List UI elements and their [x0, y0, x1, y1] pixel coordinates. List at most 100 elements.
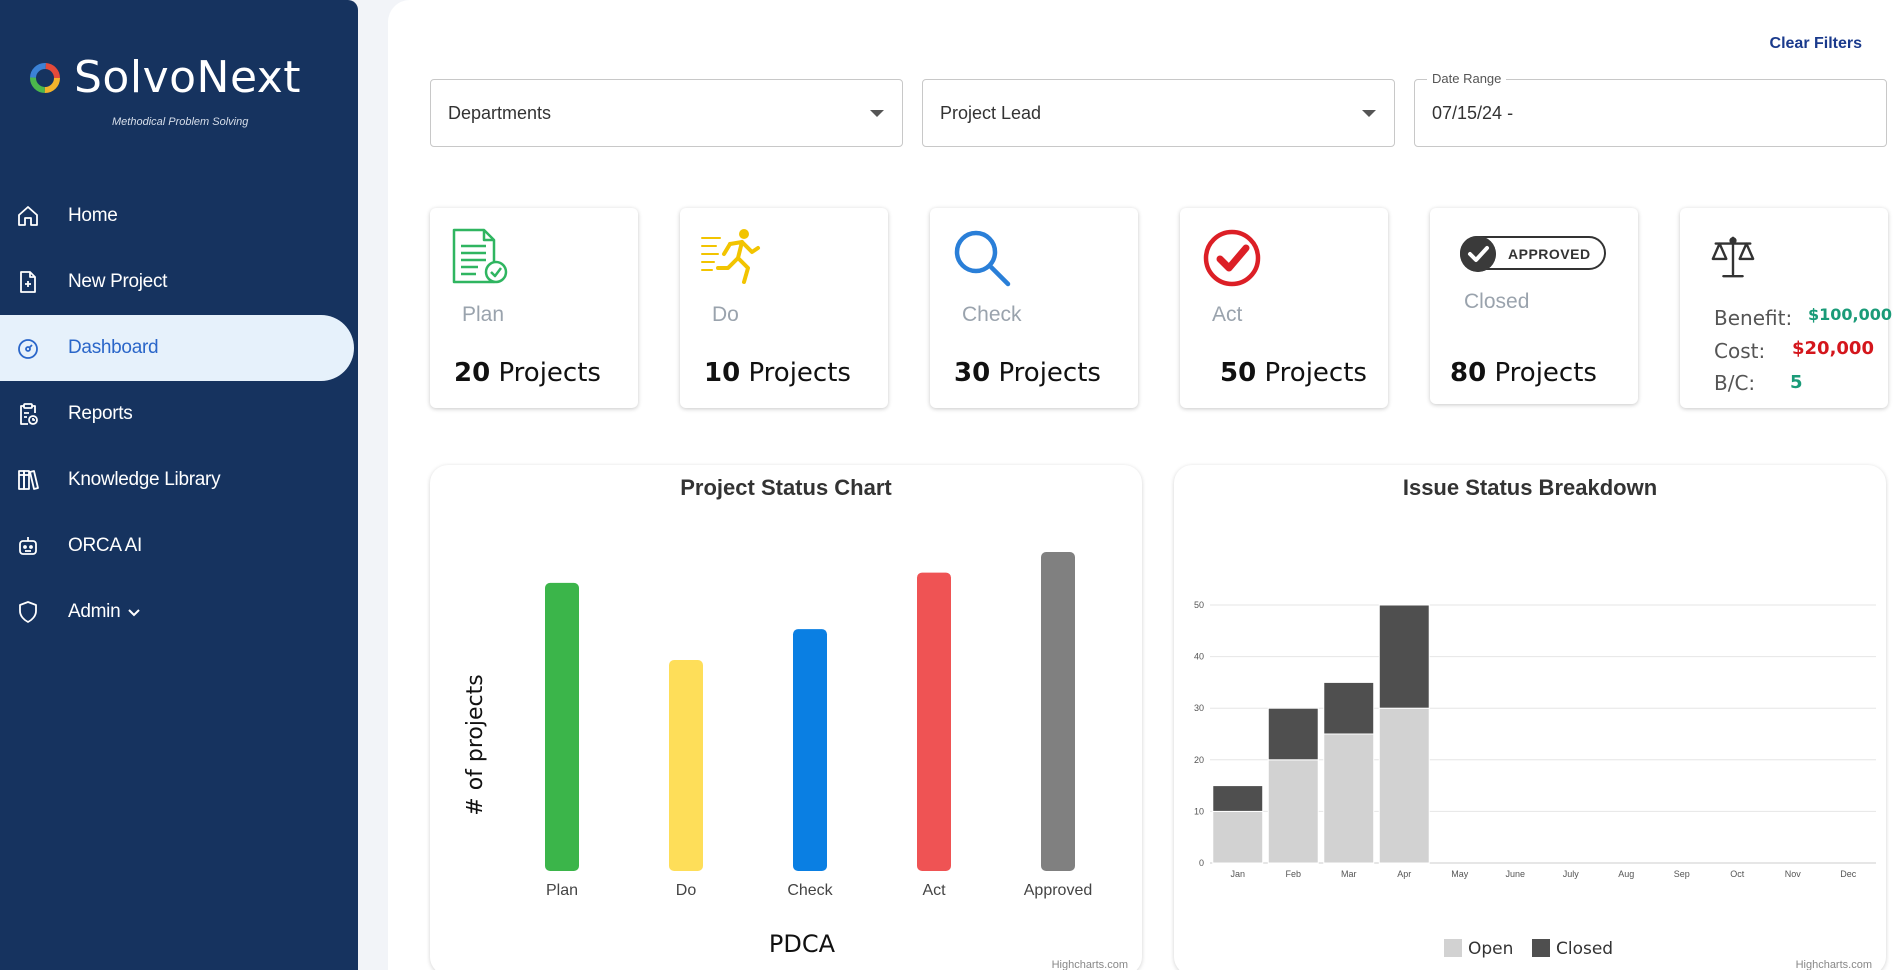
bc-ratio-label: B/C: — [1714, 371, 1756, 395]
stat-count-suffix: Projects — [490, 358, 601, 388]
stat-card-plan[interactable]: Plan 20 Projects — [430, 208, 638, 408]
stat-count-number: 10 — [704, 358, 741, 388]
cost-label: Cost: — [1714, 339, 1766, 363]
departments-select[interactable]: Departments — [430, 79, 903, 147]
stat-card-check[interactable]: Check 30 Projects — [930, 208, 1138, 408]
bar-open-apr[interactable] — [1378, 707, 1430, 864]
bar-plan[interactable] — [545, 582, 579, 871]
bar-closed-jan[interactable] — [1212, 785, 1264, 812]
magnifier-icon — [954, 230, 1011, 287]
chart-credits[interactable]: Highcharts.com — [1795, 959, 1872, 970]
x-tick-label: Mar — [1341, 869, 1357, 879]
x-tick-label: Nov — [1785, 869, 1802, 879]
stat-stage: Act — [1212, 303, 1243, 326]
brand-logo[interactable]: SolvoNext — [28, 56, 301, 100]
stat-stage: Plan — [462, 303, 505, 326]
benefit-label: Benefit: — [1714, 306, 1793, 330]
x-tick-label: Jan — [1230, 869, 1245, 879]
sidebar-item-admin[interactable]: Admin — [0, 579, 358, 645]
date-range-input[interactable]: Date Range 07/15/24 - — [1414, 71, 1887, 147]
stat-count: 30 Projects — [954, 358, 1101, 388]
y-tick-label: 20 — [1194, 755, 1204, 765]
chevron-down-icon — [128, 609, 141, 617]
bar-open-jan[interactable] — [1212, 810, 1264, 864]
clipboard-icon — [20, 403, 38, 425]
x-tick-label: Check — [787, 882, 833, 899]
stat-count: 10 Projects — [704, 358, 851, 388]
stat-card-closed[interactable]: APPROVED Closed 80 Projects — [1430, 208, 1638, 404]
main-content: Clear Filters Departments Project Lead D… — [388, 0, 1902, 970]
stat-stage: Check — [962, 303, 1022, 326]
bar-do[interactable] — [669, 660, 703, 871]
x-tick-label: Plan — [546, 882, 578, 899]
sidebar-item-orca-ai[interactable]: ORCA AI — [0, 513, 358, 579]
sidebar-item-dashboard[interactable]: Dashboard — [0, 315, 354, 381]
stat-card-benefit-cost[interactable]: Benefit: $100,000 Cost: $20,000 B/C: 5 — [1680, 208, 1892, 408]
project-lead-select-value: Project Lead — [940, 102, 1042, 123]
bar-check[interactable] — [793, 629, 827, 871]
bar-closed-mar[interactable] — [1323, 681, 1375, 735]
project-status-chart-svg: Plan Do Check Act Approved PDCA # of projects — [463, 552, 1093, 958]
sidebar-item-label: Reports — [68, 403, 133, 424]
stat-card-act[interactable]: Act 50 Projects — [1180, 208, 1388, 408]
sidebar-item-label: Admin — [68, 601, 121, 622]
stat-count-suffix: Projects — [1256, 358, 1367, 388]
legend-label-open[interactable]: Open — [1468, 939, 1513, 959]
clear-filters-button[interactable]: Clear Filters — [1769, 35, 1862, 52]
bar-act[interactable] — [917, 572, 951, 871]
sidebar-item-label: New Project — [68, 271, 168, 292]
sidebar-item-new-project[interactable]: New Project — [0, 249, 358, 315]
sidebar-item-knowledge-library[interactable]: Knowledge Library — [0, 447, 358, 513]
sidebar-item-home[interactable]: Home — [0, 183, 358, 249]
legend-swatch-closed[interactable] — [1532, 939, 1550, 957]
caret-down-icon — [1362, 110, 1376, 117]
stat-stage: Do — [712, 303, 739, 326]
stat-count-number: 80 — [1450, 358, 1487, 388]
y-tick-label: 0 — [1199, 858, 1204, 868]
departments-select-value: Departments — [448, 102, 552, 123]
brand-name: SolvoNext — [74, 52, 302, 103]
x-axis-title: PDCA — [769, 930, 836, 958]
project-lead-select[interactable]: Project Lead — [922, 79, 1395, 147]
brand-tagline: Methodical Problem Solving — [112, 116, 249, 128]
y-tick-label: 50 — [1194, 600, 1204, 610]
y-tick-label: 10 — [1194, 806, 1204, 816]
bar-open-mar[interactable] — [1323, 733, 1375, 864]
logo-ring-icon — [30, 63, 60, 93]
robot-icon — [19, 537, 37, 555]
stat-count-number: 20 — [454, 358, 491, 388]
chart-title: Issue Status Breakdown — [1402, 475, 1658, 500]
benefit-value: $100,000 — [1808, 305, 1893, 324]
x-tick-label: Do — [676, 882, 697, 899]
stat-card-do[interactable]: Do 10 Projects — [680, 208, 888, 408]
sidebar-item-reports[interactable]: Reports — [0, 381, 358, 447]
home-icon — [18, 206, 38, 226]
x-tick-label: Approved — [1024, 882, 1093, 899]
sidebar-item-label: Knowledge Library — [68, 469, 221, 490]
approved-badge-text: APPROVED — [1508, 246, 1591, 262]
check-circle-icon — [1203, 229, 1261, 287]
stat-count-suffix: Projects — [1486, 358, 1597, 388]
new-file-icon — [20, 271, 36, 293]
x-tick-label: May — [1451, 869, 1469, 879]
bar-closed-feb[interactable] — [1267, 707, 1319, 761]
sidebar-nav: Home New Project Dashboard Reports Knowl… — [0, 183, 358, 645]
caret-down-icon — [870, 110, 884, 117]
chart-credits[interactable]: Highcharts.com — [1051, 959, 1128, 970]
stat-count: 50 Projects — [1220, 358, 1367, 388]
sidebar: SolvoNext Methodical Problem Solving Hom… — [0, 0, 358, 970]
bar-closed-apr[interactable] — [1378, 604, 1430, 709]
x-tick-label: Dec — [1840, 869, 1857, 879]
x-tick-label: Act — [922, 882, 946, 899]
legend-label-closed[interactable]: Closed — [1556, 939, 1613, 959]
stat-count: 80 Projects — [1450, 358, 1597, 388]
date-range-label: Date Range — [1427, 71, 1507, 86]
legend-swatch-open[interactable] — [1444, 939, 1462, 957]
bar-approved[interactable] — [1041, 552, 1075, 871]
shield-icon — [19, 601, 37, 623]
x-tick-label: Aug — [1618, 869, 1634, 879]
bar-open-feb[interactable] — [1267, 759, 1319, 864]
stat-count-number: 30 — [954, 358, 991, 388]
stat-stage: Closed — [1464, 290, 1530, 313]
x-tick-label: July — [1563, 869, 1580, 879]
